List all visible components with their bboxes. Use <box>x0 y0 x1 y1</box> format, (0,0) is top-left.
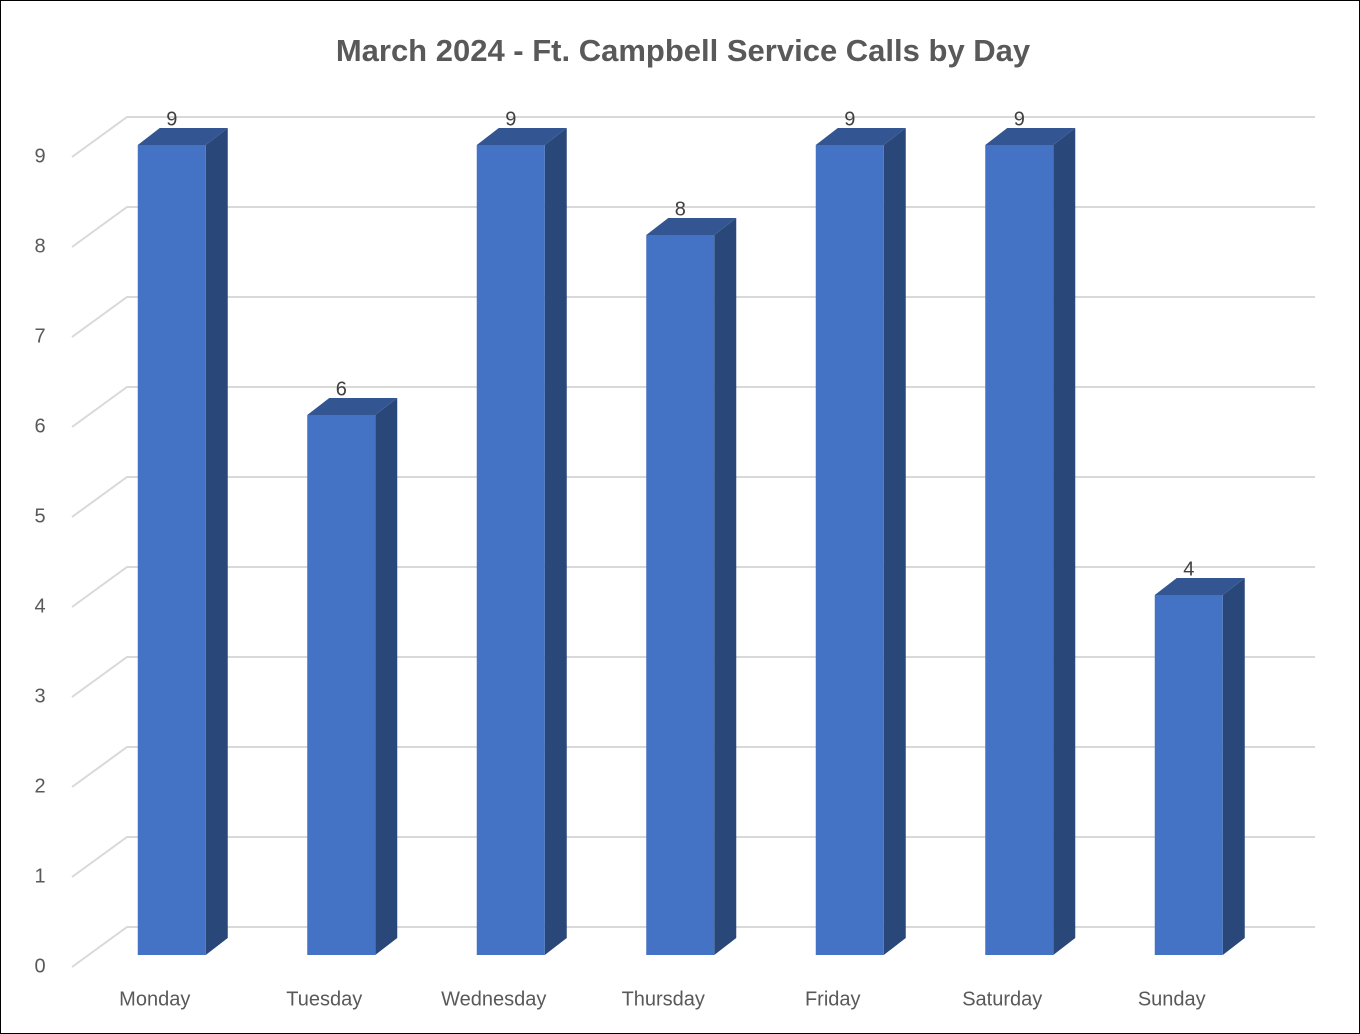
grid-line <box>71 566 1315 608</box>
bar <box>985 145 1054 955</box>
y-tick-label: 2 <box>34 775 45 797</box>
data-label: 6 <box>336 378 347 400</box>
chart-title: March 2024 - Ft. Campbell Service Calls … <box>336 33 1031 68</box>
grid-line <box>71 836 1315 878</box>
bar-side <box>205 128 228 955</box>
bar-top <box>1154 578 1245 595</box>
bar-top <box>307 398 398 415</box>
x-tick-label: Wednesday <box>441 988 546 1010</box>
bar-top <box>985 128 1076 145</box>
bar-side <box>1222 578 1245 955</box>
y-tick-label: 5 <box>34 505 45 527</box>
y-tick-label: 3 <box>34 685 45 707</box>
data-label: 8 <box>675 198 686 220</box>
grid-line <box>71 476 1315 518</box>
y-tick-label: 0 <box>34 955 45 977</box>
bar <box>1154 595 1223 955</box>
bar-top <box>476 128 567 145</box>
bar <box>137 145 206 955</box>
bar-top <box>646 218 737 235</box>
data-label: 9 <box>1014 108 1025 130</box>
y-tick-label: 4 <box>34 595 45 617</box>
data-label: 4 <box>1183 558 1194 580</box>
bar <box>307 415 376 955</box>
grid-line <box>71 656 1315 698</box>
data-label: 9 <box>844 108 855 130</box>
x-tick-label: Tuesday <box>286 988 362 1010</box>
x-tick-label: Monday <box>119 988 190 1010</box>
y-tick-label: 9 <box>34 145 45 167</box>
grid-line <box>71 926 1315 968</box>
bar-side <box>1053 128 1076 955</box>
grid-line <box>71 296 1315 338</box>
x-tick-label: Sunday <box>1138 988 1206 1010</box>
bar-top <box>815 128 906 145</box>
y-tick-label: 6 <box>34 415 45 437</box>
grid-line <box>71 746 1315 788</box>
bar <box>646 235 715 955</box>
grid-line <box>71 116 1315 158</box>
y-tick-label: 8 <box>34 235 45 257</box>
y-tick-label: 1 <box>34 865 45 887</box>
bar-side <box>544 128 567 955</box>
bar-top <box>137 128 228 145</box>
bar-side <box>375 398 398 955</box>
bar-side <box>883 128 906 955</box>
grid-line <box>71 386 1315 428</box>
x-tick-label: Saturday <box>962 988 1042 1010</box>
bar <box>476 145 545 955</box>
bar <box>815 145 884 955</box>
data-label: 9 <box>166 108 177 130</box>
x-tick-label: Friday <box>805 988 861 1010</box>
data-label: 9 <box>505 108 516 130</box>
x-tick-label: Thursday <box>622 988 705 1010</box>
bar-side <box>714 218 737 955</box>
y-tick-label: 7 <box>34 325 45 347</box>
grid-line <box>71 206 1315 248</box>
